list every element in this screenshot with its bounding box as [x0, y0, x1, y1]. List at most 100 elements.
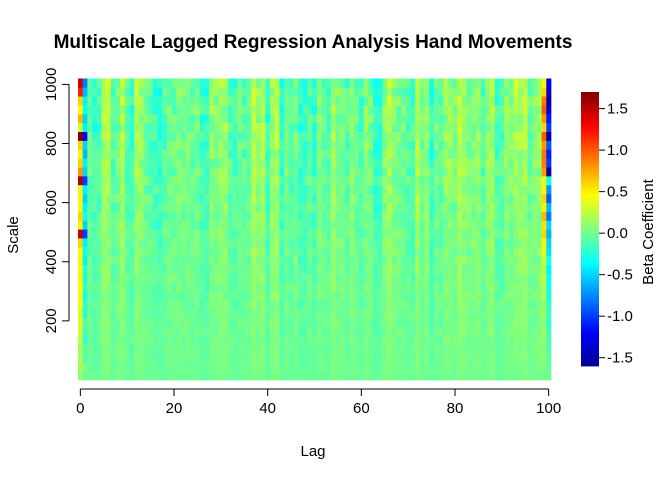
heatmap-cell — [134, 149, 140, 159]
heatmap-cell — [92, 122, 98, 133]
heatmap-cell — [227, 193, 233, 203]
heatmap-cell — [82, 344, 88, 354]
heatmap-cell — [213, 113, 219, 124]
heatmap-cell — [120, 105, 126, 115]
heatmap-cell — [485, 149, 491, 159]
heatmap-cell — [429, 362, 435, 372]
heatmap-cell — [462, 326, 468, 337]
heatmap-cell — [490, 300, 496, 310]
colorbar-segment — [581, 217, 599, 221]
heatmap-cell — [452, 87, 458, 97]
heatmap-cell — [237, 96, 243, 106]
heatmap-cell — [410, 309, 416, 319]
heatmap-cell — [255, 317, 261, 328]
colorbar-segment — [581, 311, 599, 314]
colorbar-segment — [581, 201, 599, 205]
heatmap-cell — [134, 131, 140, 141]
heatmap-cell — [260, 255, 266, 266]
heatmap-cell — [373, 211, 379, 221]
heatmap-cell — [302, 202, 308, 212]
heatmap-cell — [457, 282, 463, 292]
heatmap-cell — [457, 344, 463, 354]
heatmap-cell — [429, 193, 435, 203]
heatmap-cell — [536, 122, 542, 133]
heatmap-cell — [354, 140, 360, 150]
heatmap-cell — [284, 184, 290, 195]
heatmap-cell — [129, 202, 135, 212]
heatmap-cell — [349, 371, 355, 381]
heatmap-cell — [546, 105, 552, 115]
heatmap-cell — [326, 87, 332, 97]
heatmap-cell — [410, 193, 416, 203]
heatmap-cell — [223, 326, 229, 337]
heatmap-cell — [340, 220, 346, 230]
heatmap-cell — [166, 78, 173, 88]
heatmap-cell — [433, 317, 439, 328]
heatmap-cell — [522, 344, 528, 354]
heatmap-cell — [536, 238, 542, 248]
heatmap-cell — [302, 353, 308, 363]
heatmap-cell — [312, 96, 318, 106]
colorbar-segment — [581, 194, 599, 198]
heatmap-cell — [340, 78, 346, 88]
heatmap-cell — [288, 202, 294, 212]
heatmap-cell — [237, 264, 243, 274]
heatmap-cell — [148, 193, 154, 203]
heatmap-cell — [162, 131, 168, 141]
heatmap-cell — [424, 344, 430, 354]
heatmap-cell — [110, 122, 116, 133]
heatmap-cell — [401, 211, 407, 221]
heatmap-cell — [443, 335, 449, 345]
heatmap-cell — [223, 211, 229, 221]
heatmap-cell — [298, 176, 304, 186]
heatmap-cell — [92, 362, 98, 372]
heatmap-cell — [96, 105, 102, 115]
heatmap-cell — [138, 238, 144, 248]
heatmap-cell — [344, 96, 350, 106]
heatmap-cell — [415, 158, 421, 168]
heatmap-cell — [326, 184, 332, 195]
heatmap-cell — [462, 317, 468, 328]
heatmap-cell — [302, 122, 308, 133]
heatmap-cell — [485, 220, 491, 230]
heatmap-cell — [494, 149, 500, 159]
heatmap-cell — [274, 78, 280, 88]
heatmap-cell — [335, 291, 341, 301]
colorbar-tick-label: -1.0 — [607, 308, 633, 325]
heatmap-cell — [494, 291, 500, 301]
heatmap-cell — [274, 131, 280, 141]
heatmap-cell — [546, 78, 552, 88]
heatmap-cell — [335, 96, 341, 106]
heatmap-cell — [181, 300, 187, 310]
heatmap-cell — [270, 193, 276, 203]
heatmap-cell — [209, 291, 215, 301]
heatmap-cell — [270, 78, 276, 88]
heatmap-cell — [260, 326, 266, 337]
heatmap-cell — [209, 326, 215, 337]
heatmap-cell — [312, 335, 318, 345]
heatmap-cell — [335, 131, 341, 141]
colorbar-segment — [581, 139, 599, 143]
heatmap-cell — [204, 78, 210, 88]
heatmap-cell — [312, 78, 318, 88]
heatmap-cell — [358, 255, 365, 266]
heatmap-cell — [218, 131, 224, 141]
heatmap-cell — [166, 344, 173, 354]
heatmap-cell — [199, 282, 205, 292]
heatmap-cell — [462, 238, 468, 248]
heatmap-cell — [218, 291, 224, 301]
heatmap-cell — [87, 96, 93, 106]
heatmap-cell — [419, 238, 425, 248]
heatmap-cell — [349, 362, 355, 372]
heatmap-cell — [101, 273, 107, 283]
heatmap-cell — [265, 273, 271, 283]
heatmap-cell — [387, 78, 393, 88]
heatmap-cell — [447, 105, 453, 115]
heatmap-cell — [354, 317, 360, 328]
heatmap-cell — [424, 105, 430, 115]
heatmap-cell — [382, 353, 388, 363]
heatmap-cell — [204, 273, 210, 283]
heatmap-cell — [401, 362, 407, 372]
heatmap-cell — [546, 282, 552, 292]
heatmap-cell — [344, 113, 350, 124]
